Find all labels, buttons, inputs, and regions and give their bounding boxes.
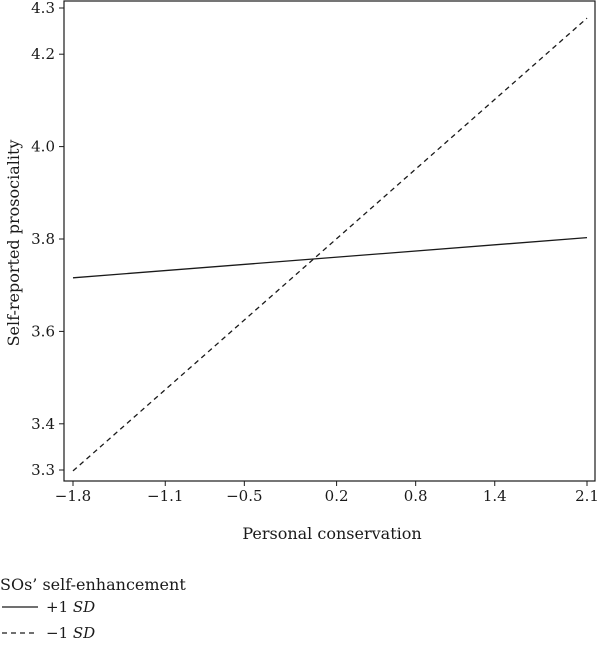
legend-label-emph: SD — [73, 598, 95, 616]
y-axis-title: Self-reported prosociality — [4, 140, 23, 347]
legend-label-prefix: −1 — [46, 624, 73, 642]
x-axis-title: Personal conservation — [242, 524, 421, 543]
series-line-minus-1sd — [72, 17, 588, 472]
y-tick-label: 3.8 — [31, 230, 55, 248]
x-tick-label: −1.8 — [55, 487, 91, 505]
y-tick-label: 3.6 — [31, 322, 55, 340]
x-tick-label: 0.8 — [404, 487, 428, 505]
x-tick-label: 1.4 — [483, 487, 507, 505]
x-tick-label: 2.1 — [575, 487, 597, 505]
y-tick-label: 4.0 — [31, 138, 55, 156]
legend-label-prefix: +1 — [46, 598, 73, 616]
series-line-plus-1sd — [72, 236, 588, 279]
plot-frame — [63, 0, 596, 482]
legend-label: −1 SD — [46, 624, 95, 642]
x-tick-label: −1.1 — [147, 487, 183, 505]
legend-title: SOs’ self-enhancement — [0, 575, 186, 594]
y-tick-label: 4.3 — [31, 0, 55, 17]
x-tick-label: −0.5 — [226, 487, 262, 505]
y-tick-label: 4.2 — [31, 45, 55, 63]
legend: SOs’ self-enhancement +1 SD−1 SD — [0, 575, 186, 642]
legend-label-emph: SD — [73, 624, 95, 642]
x-tick-label: 0.2 — [325, 487, 349, 505]
y-tick-label: 3.3 — [31, 461, 55, 479]
y-tick-label: 3.4 — [31, 415, 55, 433]
legend-label: +1 SD — [46, 598, 95, 616]
